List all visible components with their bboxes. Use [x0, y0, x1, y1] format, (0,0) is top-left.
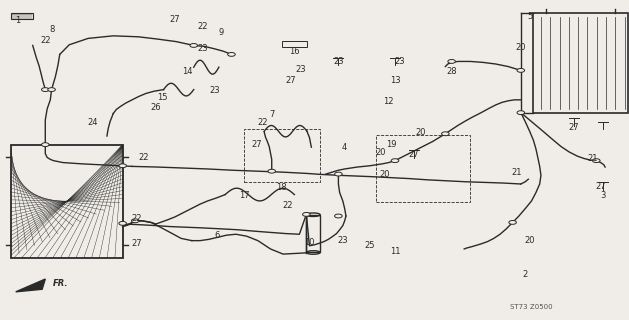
Text: 20: 20	[376, 148, 386, 156]
Text: 2: 2	[523, 270, 528, 279]
Text: 23: 23	[296, 65, 306, 74]
Circle shape	[442, 132, 449, 136]
Circle shape	[190, 44, 198, 47]
Text: 1: 1	[15, 16, 20, 25]
Circle shape	[268, 169, 276, 173]
Text: 28: 28	[447, 67, 457, 76]
Text: 22: 22	[258, 118, 268, 127]
Text: 22: 22	[198, 22, 208, 31]
Text: 4: 4	[342, 143, 347, 152]
Text: 24: 24	[88, 118, 98, 127]
Circle shape	[42, 88, 49, 92]
Text: 11: 11	[390, 247, 400, 256]
Text: 20: 20	[516, 43, 526, 52]
Text: 9: 9	[219, 28, 224, 36]
Text: 27: 27	[252, 140, 262, 149]
Text: ST73 Z0500: ST73 Z0500	[510, 304, 553, 309]
Text: 20: 20	[415, 128, 425, 137]
Polygon shape	[16, 279, 45, 292]
Text: FR.: FR.	[53, 279, 69, 288]
Text: 27: 27	[170, 15, 180, 24]
Circle shape	[593, 159, 600, 163]
Circle shape	[228, 52, 235, 56]
Circle shape	[448, 60, 455, 63]
Text: 27: 27	[132, 239, 142, 248]
Text: 13: 13	[390, 76, 400, 85]
Text: 22: 22	[132, 214, 142, 223]
Text: 8: 8	[49, 25, 54, 34]
Text: 19: 19	[386, 140, 396, 149]
Text: 26: 26	[151, 103, 161, 112]
Text: 12: 12	[384, 97, 394, 106]
Text: 22: 22	[283, 201, 293, 210]
Circle shape	[335, 172, 342, 176]
Text: 20: 20	[380, 170, 390, 179]
Text: 23: 23	[210, 86, 220, 95]
Text: 27: 27	[409, 150, 419, 159]
Text: 27: 27	[569, 123, 579, 132]
Text: 5: 5	[527, 12, 532, 21]
Circle shape	[131, 219, 139, 223]
Text: 16: 16	[289, 47, 299, 56]
Text: 3: 3	[600, 191, 605, 200]
Circle shape	[335, 214, 342, 218]
Circle shape	[517, 68, 525, 72]
Text: 27: 27	[286, 76, 296, 85]
Circle shape	[391, 159, 399, 163]
Text: 27: 27	[596, 182, 606, 191]
Text: 23: 23	[198, 44, 208, 53]
Circle shape	[303, 212, 310, 216]
Text: 25: 25	[365, 241, 375, 250]
Text: 17: 17	[239, 191, 249, 200]
Circle shape	[119, 221, 126, 225]
Text: 22: 22	[138, 153, 148, 162]
Circle shape	[509, 220, 516, 224]
Circle shape	[119, 164, 126, 168]
Text: 22: 22	[40, 36, 50, 44]
Text: 10: 10	[304, 238, 314, 247]
Text: 18: 18	[277, 183, 287, 192]
Text: 21: 21	[512, 168, 522, 177]
Text: 14: 14	[182, 67, 192, 76]
Circle shape	[42, 143, 49, 147]
Text: 20: 20	[525, 236, 535, 245]
Text: 6: 6	[214, 231, 220, 240]
Text: 7: 7	[269, 110, 274, 119]
Text: 23: 23	[333, 57, 343, 66]
Text: 21: 21	[587, 154, 598, 163]
Circle shape	[517, 111, 525, 115]
Circle shape	[48, 88, 55, 92]
Text: 23: 23	[338, 236, 348, 245]
Text: 15: 15	[157, 93, 167, 102]
Text: 23: 23	[394, 57, 404, 66]
